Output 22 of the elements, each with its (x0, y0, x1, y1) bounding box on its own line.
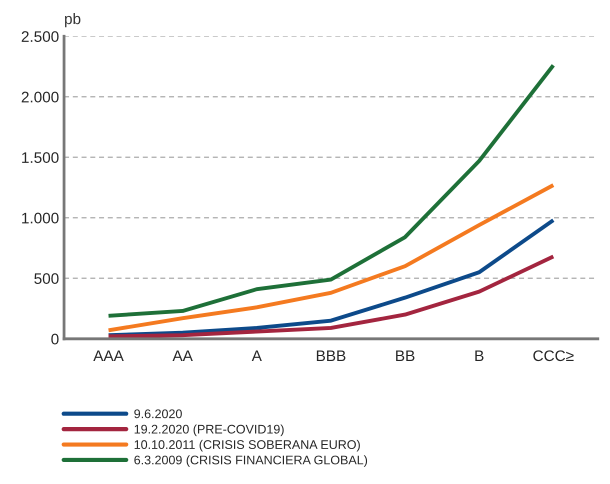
y-tick-label: 2.000 (22, 92, 59, 102)
x-tick-label: BB (396, 350, 414, 361)
legend-label: 19.2.2020 (PRE-COVID19) (134, 424, 284, 436)
line-series (106, 183, 556, 332)
y-tick-label: 1.500 (22, 152, 59, 163)
y-tick-label: 1.000 (22, 212, 59, 224)
x-tick-label: BBB (316, 350, 346, 361)
y-axis-title: pb (65, 12, 80, 28)
x-tick-label: AA (172, 350, 193, 361)
legend-label: 9.6.2020 (134, 409, 182, 418)
legend-label: 6.3.2009 (CRISIS FINANCIERA GLOBAL) (134, 455, 368, 467)
line-series (106, 218, 556, 338)
y-tick-label: 0 (51, 334, 59, 344)
x-tick-label: CCC≥ (533, 350, 574, 362)
x-tick-label: AAA (93, 350, 124, 361)
x-tick-label: A (252, 350, 262, 361)
line-series (106, 63, 556, 318)
y-tick-label: 500 (34, 273, 59, 284)
line-series (106, 254, 556, 338)
legend-label: 10.10.2011 (CRISIS SOBERANA EURO) (134, 440, 360, 452)
x-tick-label: B (475, 350, 484, 361)
y-tick-label: 2.500 (22, 31, 59, 42)
